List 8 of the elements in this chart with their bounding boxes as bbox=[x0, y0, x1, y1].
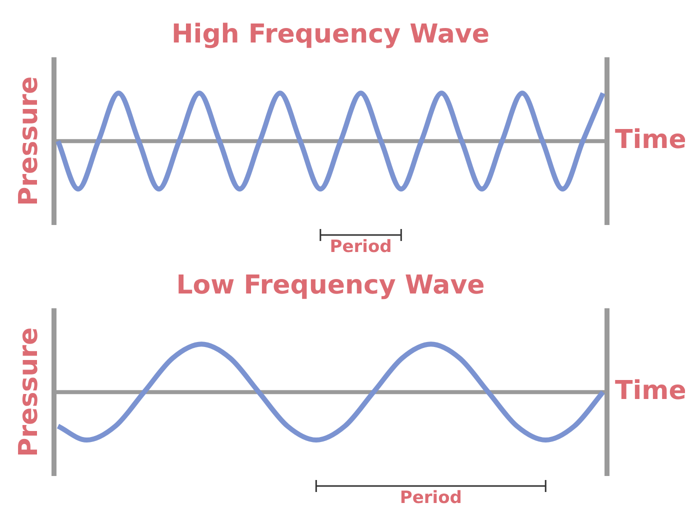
text: Period bbox=[330, 236, 392, 257]
x-axis-title: Time bbox=[615, 124, 686, 155]
chart-title: Low Frequency Wave bbox=[176, 270, 485, 300]
text: Period bbox=[400, 488, 462, 508]
y-axis-title: Pressure bbox=[14, 76, 44, 206]
x-axis-title: Time bbox=[615, 376, 686, 406]
y-axis-title: Pressure bbox=[14, 327, 44, 457]
chart-title: High Frequency Wave bbox=[172, 19, 490, 50]
